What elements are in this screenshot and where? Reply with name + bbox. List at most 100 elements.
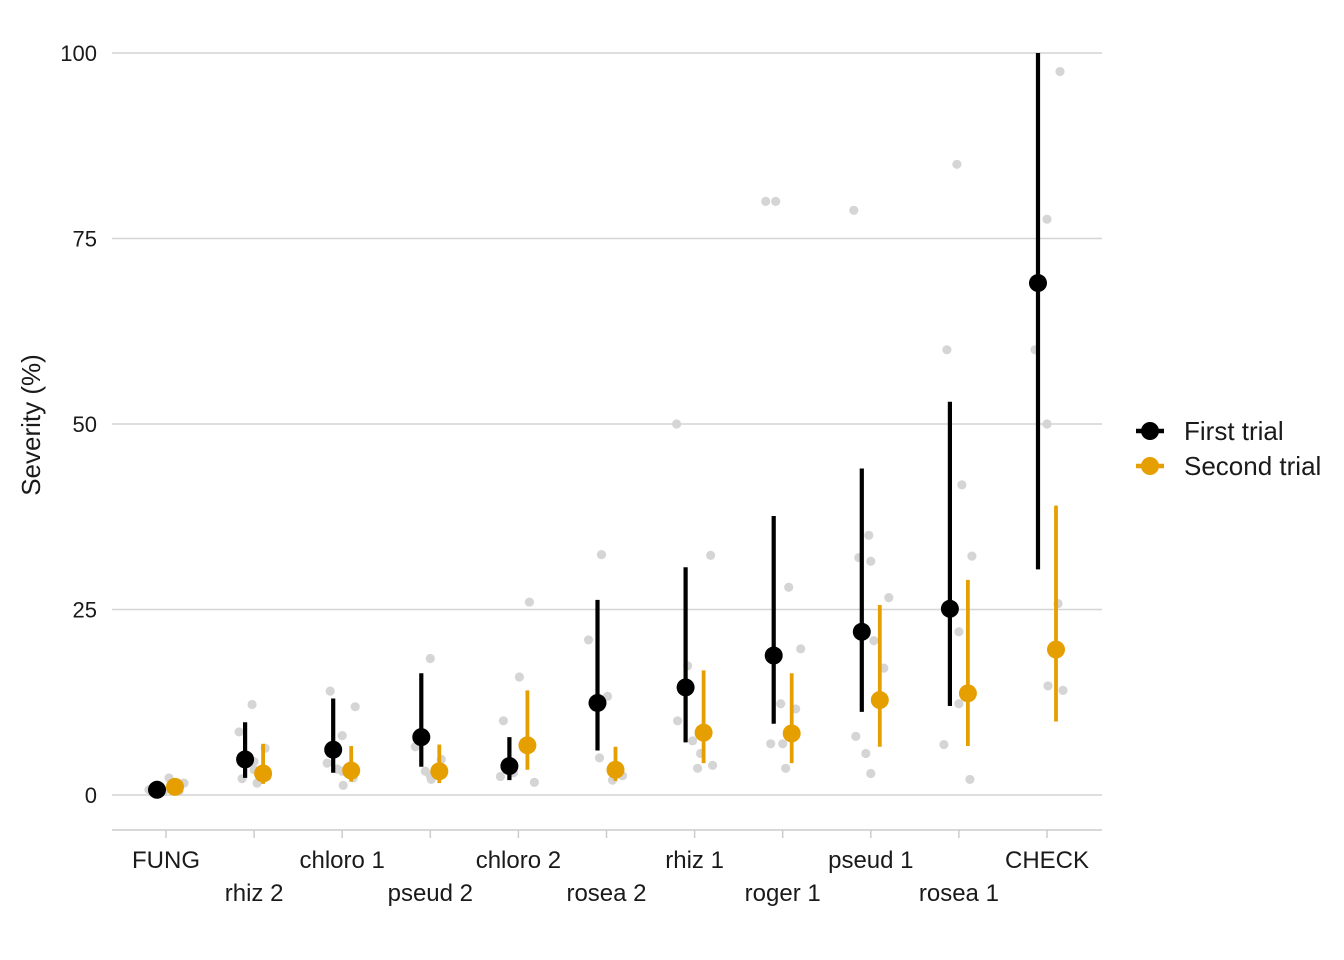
raw-point	[771, 196, 781, 206]
x-tick-label: pseud 1	[828, 847, 913, 874]
x-tick-label: rhiz 2	[225, 880, 284, 907]
legend-key-point	[1141, 422, 1159, 440]
raw-point	[776, 699, 786, 709]
raw-point	[1058, 685, 1068, 695]
raw-point	[954, 699, 964, 709]
x-tick-label: chloro 1	[300, 847, 385, 874]
raw-point	[1055, 66, 1065, 77]
mean-point	[324, 740, 343, 759]
raw-point	[884, 593, 894, 603]
raw-point	[965, 774, 975, 785]
raw-point	[524, 597, 535, 607]
raw-point	[866, 556, 876, 566]
raw-point	[495, 771, 505, 782]
raw-point	[529, 777, 540, 787]
raw-point	[864, 530, 874, 540]
raw-point	[425, 653, 435, 664]
raw-point	[967, 551, 977, 561]
raw-point	[594, 753, 605, 763]
raw-point	[849, 205, 859, 215]
mean-point	[254, 764, 273, 783]
mean-point	[236, 750, 255, 769]
legend-key-point	[1141, 457, 1159, 475]
x-tick-label: rhiz 1	[665, 847, 724, 874]
raw-point	[325, 686, 335, 696]
legend-label: First trial	[1184, 416, 1284, 446]
mean-point	[342, 761, 361, 780]
mean-point	[782, 724, 801, 743]
mean-point	[870, 691, 889, 710]
raw-point	[338, 780, 348, 790]
raw-point	[337, 731, 347, 741]
mean-point	[500, 757, 519, 776]
raw-point	[247, 699, 257, 710]
raw-point	[861, 748, 871, 759]
y-tick-label: 50	[73, 412, 97, 437]
mean-point	[518, 736, 537, 755]
raw-point	[693, 763, 703, 773]
x-tick-label: rosea 1	[919, 880, 999, 907]
raw-point	[498, 716, 508, 726]
raw-point	[851, 731, 861, 741]
x-tick-label: pseud 2	[388, 880, 473, 907]
x-tick-label: CHECK	[1005, 847, 1089, 874]
mean-point	[764, 646, 783, 665]
y-tick-label: 75	[73, 227, 97, 252]
y-tick-label: 0	[85, 783, 97, 808]
legend-label: Second trial	[1184, 451, 1321, 481]
y-axis-title: Severity (%)	[16, 354, 46, 496]
raw-point	[866, 768, 876, 779]
raw-point	[688, 736, 698, 746]
mean-point	[148, 780, 166, 799]
legend: First trial Second trial	[1136, 416, 1321, 481]
x-tick-label: roger 1	[745, 880, 821, 907]
mean-point	[430, 762, 449, 781]
raw-point	[350, 702, 360, 712]
mean-point	[412, 728, 431, 747]
raw-point	[781, 763, 791, 773]
raw-point	[672, 419, 682, 429]
grid-lines	[112, 52, 1102, 796]
mean-point	[940, 599, 959, 618]
raw-point	[514, 672, 525, 682]
x-tick-label: rosea 2	[566, 880, 646, 907]
y-axis-ticks: 0 25 50 75 100	[60, 41, 97, 808]
raw-point	[583, 635, 594, 645]
y-tick-label: 25	[73, 598, 97, 623]
mean-point	[852, 622, 871, 641]
raw-point	[322, 758, 332, 768]
raw-point	[766, 739, 776, 749]
mean-point	[166, 777, 184, 796]
raw-point	[1042, 214, 1052, 224]
raw-point	[954, 627, 964, 637]
raw-point	[596, 549, 607, 560]
raw-point	[673, 716, 683, 726]
y-tick-label: 100	[60, 41, 97, 66]
mean-point	[1047, 640, 1065, 659]
raw-point	[706, 550, 716, 560]
raw-point	[1042, 419, 1052, 429]
raw-point	[957, 480, 967, 490]
raw-point	[942, 345, 952, 355]
raw-point	[234, 727, 244, 737]
raw-point	[761, 196, 771, 206]
raw-point	[708, 760, 718, 770]
mean-point	[1029, 274, 1047, 293]
mean-point	[588, 693, 607, 712]
mean-point	[694, 723, 713, 742]
error-bars	[243, 53, 1058, 784]
raw-points	[144, 66, 1068, 796]
mean-point	[676, 678, 695, 697]
x-tick-label: chloro 2	[476, 847, 561, 874]
x-tick-label: FUNG	[132, 847, 200, 874]
raw-point	[1043, 681, 1053, 691]
raw-point	[952, 159, 962, 169]
mean-point	[606, 760, 625, 779]
raw-point	[869, 636, 879, 646]
mean-point	[958, 684, 977, 703]
raw-point	[796, 644, 806, 654]
mean-points	[148, 274, 1065, 799]
raw-point	[939, 739, 949, 750]
